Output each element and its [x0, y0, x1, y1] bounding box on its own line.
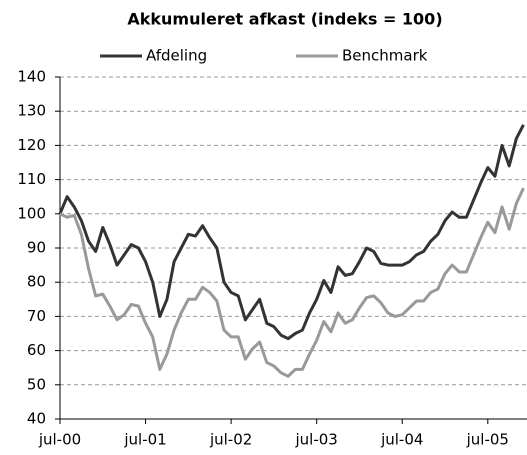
y-tick-label: 120: [17, 136, 46, 154]
y-tick-label: 80: [27, 273, 46, 291]
x-tick-label: jul-03: [295, 431, 338, 449]
x-tick-label: jul-01: [123, 431, 166, 449]
chart-title: Akkumuleret afkast (indeks = 100): [127, 10, 442, 29]
x-tick-label: jul-02: [209, 431, 252, 449]
x-tick-label: jul-00: [38, 431, 81, 449]
series-line: [59, 187, 525, 378]
y-tick-label: 60: [27, 341, 46, 359]
y-tick-label: 110: [17, 170, 46, 188]
y-tick-label: 70: [27, 307, 46, 325]
legend-label: Benchmark: [342, 47, 428, 65]
y-tick-label: 140: [17, 68, 46, 86]
x-tick-label: jul-05: [466, 431, 509, 449]
x-tick-label: jul-04: [380, 431, 423, 449]
y-tick-label: 100: [17, 204, 46, 222]
y-tick-label: 40: [27, 410, 46, 428]
y-tick-label: 50: [27, 375, 46, 393]
y-tick-label: 90: [27, 239, 46, 257]
series-line: [58, 124, 525, 341]
legend-label: Afdeling: [146, 47, 207, 65]
y-tick-label: 130: [17, 102, 46, 120]
